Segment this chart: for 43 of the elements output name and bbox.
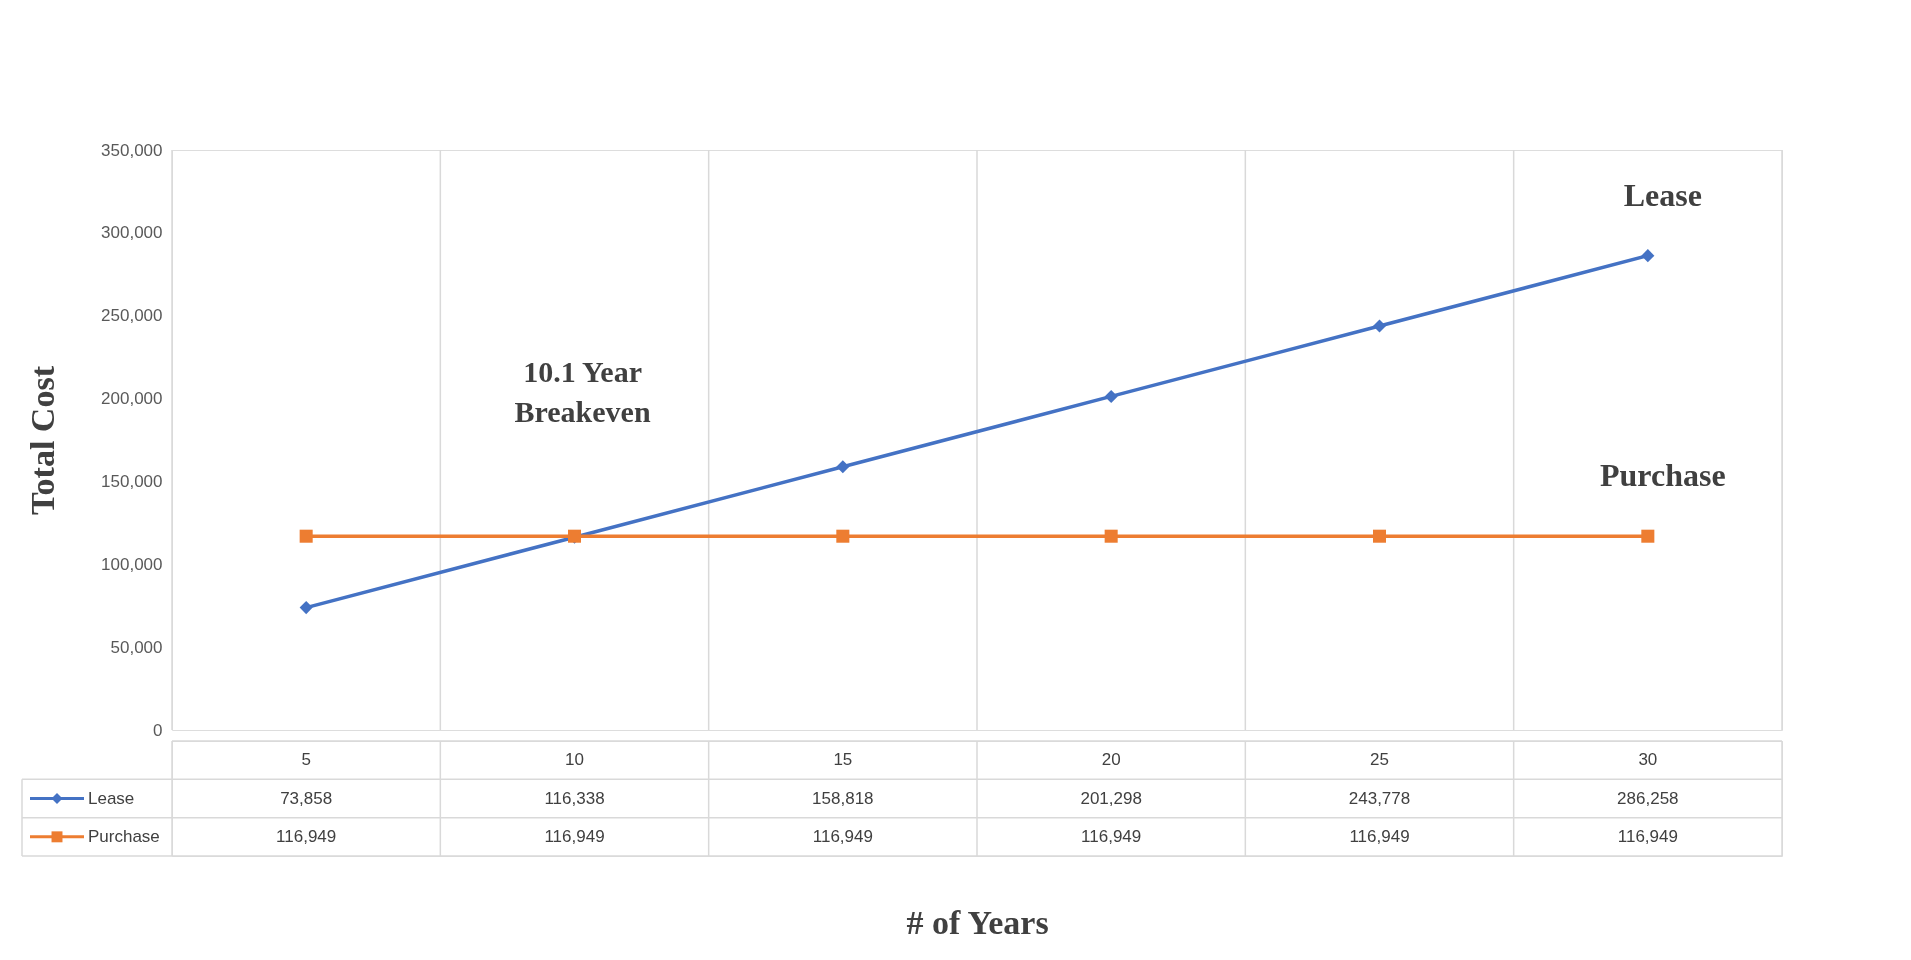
x-axis-title: # of Years (906, 903, 1049, 941)
x-tick-label: 5 (301, 750, 311, 770)
point (1641, 529, 1655, 543)
x-tick-label: 15 (833, 750, 853, 770)
y-tick-label: 150,000 (101, 471, 163, 491)
x-tick-label: 20 (1101, 750, 1121, 770)
point (299, 529, 313, 543)
data-label: 201,298 (1080, 788, 1142, 808)
point (1641, 249, 1655, 263)
data-label: 116,949 (544, 826, 605, 846)
text: Lease (1623, 176, 1702, 213)
point (1372, 529, 1387, 543)
point (299, 601, 313, 615)
data-label: 116,949 (812, 826, 873, 846)
x-tick-label: 30 (1638, 750, 1658, 770)
data-label: 116,949 (1349, 826, 1410, 846)
y-tick-label: 50,000 (110, 637, 163, 657)
x-tick-label: 25 (1370, 750, 1389, 770)
point (836, 460, 850, 474)
y-tick-label: 200,000 (101, 389, 163, 409)
data-label: 116,338 (544, 788, 605, 808)
legend-label: Purchase (88, 826, 160, 846)
point (1104, 529, 1118, 543)
annotation: 10.1 Year Breakeven (514, 355, 651, 429)
x-tick-label: 10 (565, 750, 584, 770)
data-label: 243,778 (1348, 788, 1411, 808)
y-axis-title: Total Cost (24, 365, 62, 515)
data-label: 158,818 (812, 788, 874, 808)
point (836, 529, 850, 543)
legend-label: Lease (88, 788, 135, 808)
y-tick-label: 250,000 (101, 306, 163, 326)
y-tick-label: 100,000 (101, 554, 163, 574)
data-label: 116,949 (1617, 826, 1678, 846)
y-tick-label: 350,000 (101, 140, 163, 160)
text: Purchase (1600, 457, 1726, 494)
y-tick-label: 0 (153, 720, 163, 740)
data-label: 286,258 (1617, 788, 1679, 808)
data-label: 116,949 (276, 826, 337, 846)
y-tick-label: 300,000 (101, 223, 163, 243)
point (1372, 319, 1387, 333)
point (1104, 389, 1118, 403)
data-label: 73,858 (280, 788, 333, 808)
data-label: 116,949 (1081, 826, 1142, 846)
